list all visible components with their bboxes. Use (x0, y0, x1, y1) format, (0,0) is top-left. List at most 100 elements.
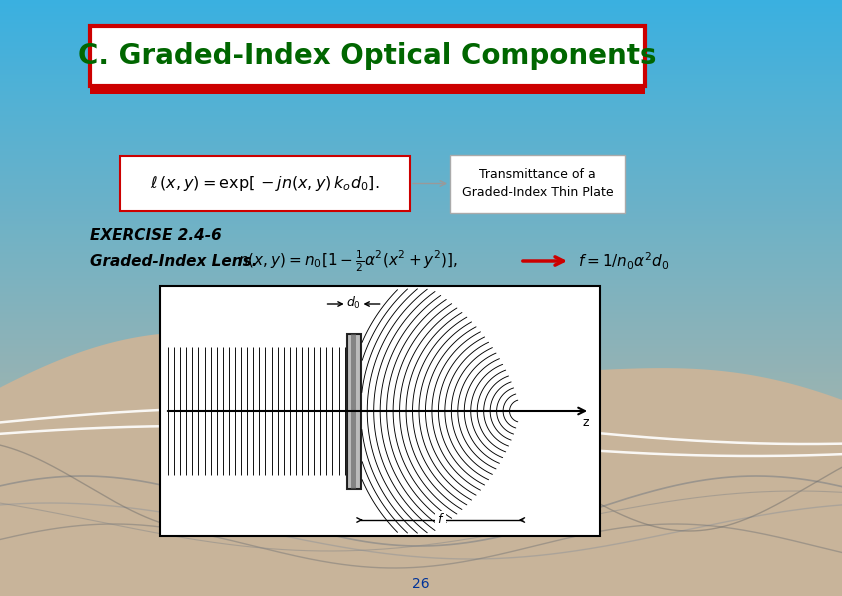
Bar (0, 523, 842, 524)
Bar (0, 163, 842, 165)
Bar (0, 153, 842, 155)
Bar (0, 20, 842, 22)
Bar (0, 347, 842, 350)
Bar (0, 268, 842, 270)
Bar (0, 350, 842, 352)
Bar (0, 64, 842, 66)
Bar (0, 308, 842, 310)
Bar (0, 169, 842, 171)
Bar (0, 342, 842, 344)
Bar (0, 566, 842, 568)
Bar (0, 145, 842, 147)
Bar (0, 266, 842, 268)
Bar (0, 556, 842, 558)
Bar (0, 109, 842, 111)
Bar (0, 187, 842, 189)
Bar (0, 225, 842, 226)
Bar (0, 365, 842, 368)
Bar (0, 594, 842, 596)
Bar (0, 4, 842, 6)
Bar (0, 535, 842, 536)
Text: C. Graded-Index Optical Components: C. Graded-Index Optical Components (78, 42, 657, 70)
Bar (0, 193, 842, 195)
Bar (0, 451, 842, 453)
Bar (0, 226, 842, 228)
Bar (0, 437, 842, 439)
Bar (0, 471, 842, 473)
Bar (0, 411, 842, 413)
Bar (0, 407, 842, 409)
Bar (0, 377, 842, 380)
Bar (0, 318, 842, 320)
Bar (351, 334, 356, 489)
Bar (0, 209, 842, 210)
Bar (0, 552, 842, 554)
Bar (0, 427, 842, 429)
Bar (0, 530, 842, 532)
Bar (0, 243, 842, 244)
Bar (0, 330, 842, 332)
Bar (0, 137, 842, 139)
Bar (0, 514, 842, 517)
Bar (0, 216, 842, 219)
Bar (0, 466, 842, 596)
Bar (0, 276, 842, 278)
Bar (0, 459, 842, 461)
Bar (0, 359, 842, 362)
Bar (0, 85, 842, 88)
Bar (0, 383, 842, 386)
Bar (0, 320, 842, 322)
Bar (0, 117, 842, 119)
Bar (0, 260, 842, 262)
Bar (0, 161, 842, 163)
Bar (0, 401, 842, 403)
Bar (0, 415, 842, 417)
Bar (0, 49, 842, 52)
Bar (0, 177, 842, 179)
Bar (0, 356, 842, 358)
Bar (0, 517, 842, 519)
Bar (0, 302, 842, 304)
Bar (0, 542, 842, 544)
Bar (0, 232, 842, 234)
Bar (0, 423, 842, 425)
Text: $d_0$: $d_0$ (346, 295, 361, 311)
Bar (0, 76, 842, 77)
Bar (0, 167, 842, 169)
Bar (0, 370, 842, 371)
Bar (0, 95, 842, 97)
Bar (0, 272, 842, 274)
Bar (0, 554, 842, 556)
Bar (0, 284, 842, 286)
Bar (0, 368, 842, 370)
Bar (347, 334, 360, 489)
Bar (0, 520, 842, 523)
Bar (0, 165, 842, 167)
Bar (0, 326, 842, 328)
Bar (0, 155, 842, 157)
Bar (0, 2, 842, 4)
Bar (0, 244, 842, 246)
Bar (160, 286, 600, 536)
Bar (0, 578, 842, 580)
Polygon shape (0, 332, 842, 596)
Bar (0, 14, 842, 16)
Bar (0, 221, 842, 222)
Bar (0, 477, 842, 479)
Bar (0, 340, 842, 342)
Bar (0, 425, 842, 427)
Bar (0, 447, 842, 449)
Bar (0, 210, 842, 213)
Bar (0, 316, 842, 318)
Bar (0, 461, 842, 463)
Bar (0, 558, 842, 560)
Bar (0, 97, 842, 100)
Bar (0, 352, 842, 353)
Bar (0, 286, 842, 288)
Bar (0, 353, 842, 356)
Bar (0, 103, 842, 105)
Bar (0, 44, 842, 46)
Bar (0, 183, 842, 185)
Bar (0, 507, 842, 508)
Bar (0, 274, 842, 276)
